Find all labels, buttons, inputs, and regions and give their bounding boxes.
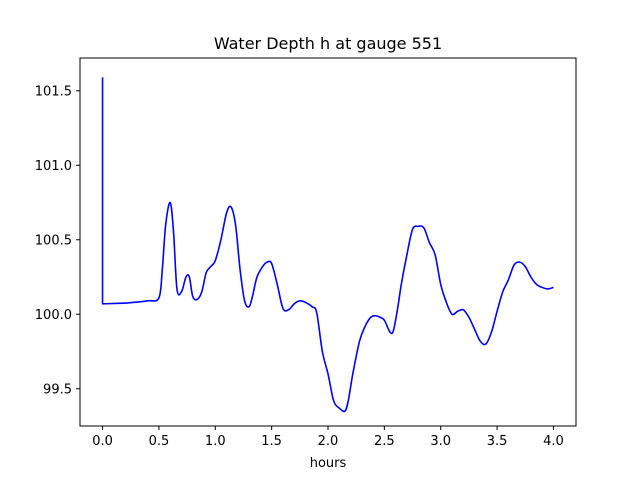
x-tick-label: 2.5 — [374, 434, 395, 449]
x-tick-label: 0.0 — [92, 434, 113, 449]
series-line — [101, 77, 554, 413]
x-tick-label: 3.5 — [487, 434, 508, 449]
chart-title: Water Depth h at gauge 551 — [214, 34, 442, 53]
x-tick-label: 4.0 — [543, 434, 564, 449]
x-tick-label: 1.0 — [205, 434, 226, 449]
x-tick-label: 1.5 — [261, 434, 282, 449]
series-layer — [101, 77, 554, 413]
x-tick-label: 0.5 — [149, 434, 170, 449]
x-tick-label: 3.0 — [430, 434, 451, 449]
y-tick-label: 99.5 — [43, 382, 72, 397]
y-tick-label: 101.5 — [35, 84, 72, 99]
y-tick-label: 100.5 — [35, 233, 72, 248]
x-tick-label: 2.0 — [318, 434, 339, 449]
x-axis-label: hours — [310, 456, 347, 471]
y-tick-label: 101.0 — [35, 159, 72, 174]
y-tick-label: 100.0 — [35, 308, 72, 323]
x-axis: 0.0 0.5 1.0 1.5 2.0 2.5 3.0 3.5 4.0 — [92, 426, 564, 449]
y-axis: 99.5 100.0 100.5 101.0 101.5 — [35, 84, 80, 397]
